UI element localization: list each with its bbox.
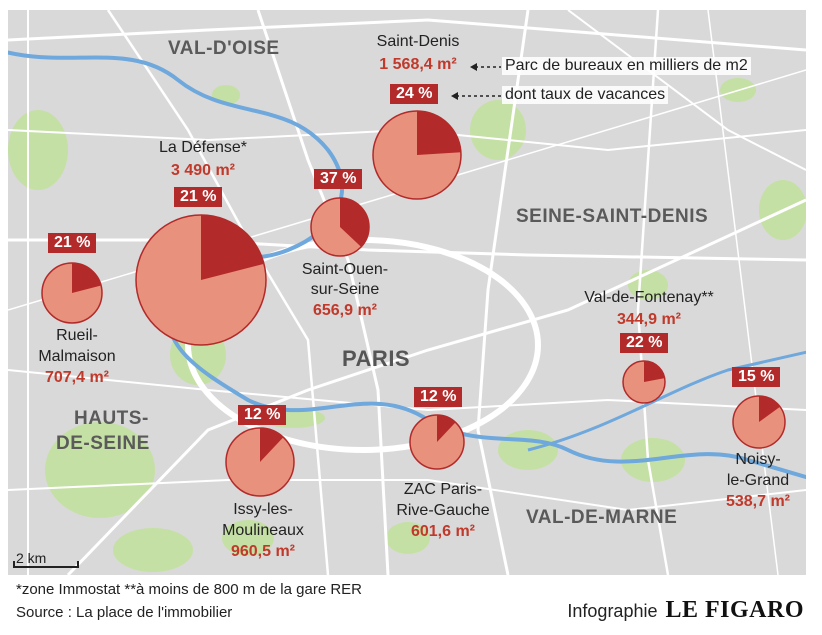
legend-vacancy-label: dont taux de vacances <box>502 86 669 104</box>
vacancy-slice-saint-denis <box>417 111 461 155</box>
vacancy-badge-noisy: 15 % <box>732 367 781 387</box>
site-name-issy-line2: Moulineaux <box>222 522 304 539</box>
region-seine-saint-denis: SEINE-SAINT-DENIS <box>516 206 709 227</box>
site-area-saint-ouen: 656,9 m² <box>312 302 378 319</box>
vacancy-badge-saint-denis: 24 % <box>390 84 439 104</box>
le-figaro-logo: LE FIGARO <box>665 597 804 623</box>
region-val-de-marne: VAL-DE-MARNE <box>526 507 678 528</box>
scale-bar <box>13 561 79 568</box>
vacancy-slice-zac-paris <box>437 415 456 442</box>
vacancy-slice-rueil <box>72 263 102 293</box>
site-name-val-de-fontenay: Val-de-Fontenay** <box>584 289 714 306</box>
site-name-noisy-line2: le-Grand <box>726 472 790 489</box>
site-name-issy-line1: Issy-les- <box>233 501 293 518</box>
site-area-la-defense: 3 490 m² <box>170 162 236 179</box>
bubble-saint-denis <box>372 110 462 200</box>
site-name-la-defense: La Défense* <box>158 139 248 156</box>
site-area-noisy: 538,7 m² <box>725 493 791 510</box>
bubbles-layer <box>41 110 786 497</box>
vacancy-badge-saint-ouen: 37 % <box>314 169 363 189</box>
legend-stock-label: Parc de bureaux en milliers de m2 <box>502 57 751 75</box>
footnote: *zone Immostat **à moins de 800 m de la … <box>16 581 363 598</box>
site-name-saint-denis: Saint-Denis <box>376 33 460 50</box>
vacancy-badge-issy: 12 % <box>238 405 287 425</box>
credit: Infographie LE FIGARO <box>567 597 804 624</box>
site-area-saint-denis: 1 568,4 m² <box>379 56 457 73</box>
bubble-rueil <box>41 262 103 324</box>
region-paris: PARIS <box>342 346 411 371</box>
scale-label: 2 km <box>16 550 47 566</box>
site-name-zac-paris-line1: ZAC Paris- <box>403 481 483 498</box>
vacancy-slice-val-de-fontenay <box>644 361 665 382</box>
legend-leaders <box>456 66 501 97</box>
map: VAL-D'OISE SEINE-SAINT-DENIS HAUTS- DE-S… <box>8 10 806 575</box>
site-area-val-de-fontenay: 344,9 m² <box>616 311 682 328</box>
site-area-zac-paris: 601,6 m² <box>410 523 476 540</box>
vacancy-slice-noisy <box>759 396 781 422</box>
vacancy-badge-la-defense: 21 % <box>174 187 223 207</box>
site-name-saint-ouen-line1: Saint-Ouen- <box>301 261 389 278</box>
marne-river <box>527 350 806 452</box>
vacancy-slice-la-defense <box>201 215 264 280</box>
bubble-noisy <box>732 395 786 449</box>
site-name-rueil-line1: Rueil- <box>56 327 98 344</box>
bubble-la-defense <box>135 214 267 346</box>
vacancy-badge-zac-paris: 12 % <box>414 387 463 407</box>
vacancy-slice-saint-ouen <box>340 198 369 247</box>
bubble-saint-ouen <box>310 197 370 257</box>
credit-prefix: Infographie <box>567 601 658 621</box>
bubble-val-de-fontenay <box>622 360 666 404</box>
region-hauts-de-seine-line2: DE-SEINE <box>56 433 150 454</box>
site-area-rueil: 707,4 m² <box>44 369 110 386</box>
bubble-zac-paris <box>409 414 465 470</box>
source-line: Source : La place de l'immobilier <box>16 604 233 621</box>
site-name-saint-ouen-line2: sur-Seine <box>310 281 380 298</box>
vacancy-slice-issy <box>260 428 284 462</box>
vacancy-badge-rueil: 21 % <box>48 233 97 253</box>
vacancy-badge-val-de-fontenay: 22 % <box>620 333 669 353</box>
region-hauts-de-seine-line1: HAUTS- <box>74 408 149 429</box>
bubble-issy <box>225 427 295 497</box>
site-name-rueil-line2: Malmaison <box>38 348 116 365</box>
site-name-noisy-line1: Noisy- <box>735 451 781 468</box>
legend-arrowheads <box>451 63 477 100</box>
site-area-issy: 960,5 m² <box>230 543 296 560</box>
region-val-doise: VAL-D'OISE <box>168 38 280 59</box>
map-background <box>8 10 806 575</box>
site-name-zac-paris-line2: Rive-Gauche <box>396 502 490 519</box>
